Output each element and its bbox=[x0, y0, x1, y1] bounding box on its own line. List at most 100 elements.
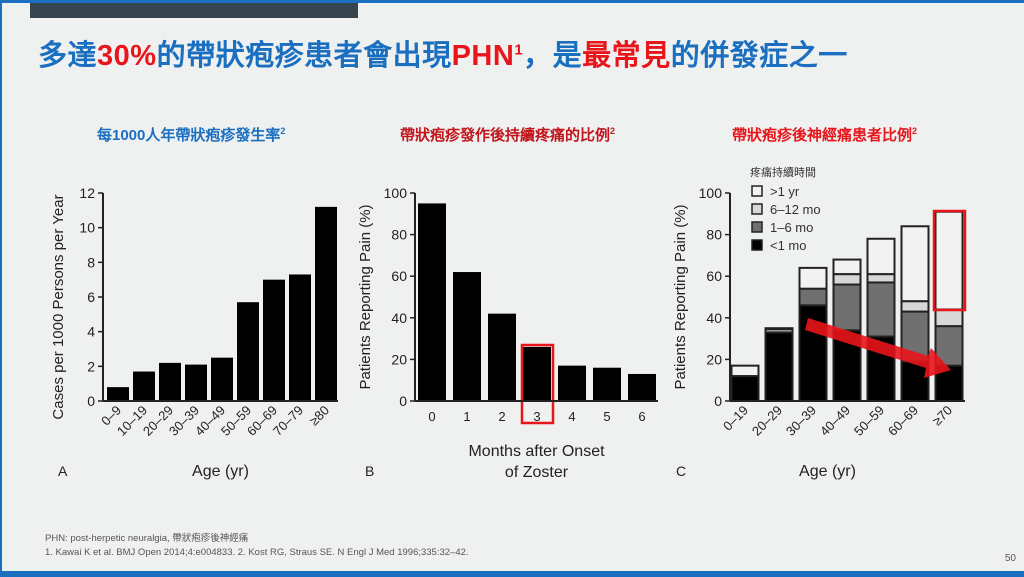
chart-c-bar-segment bbox=[764, 331, 794, 402]
chart-a-bar bbox=[263, 279, 285, 401]
chart-c-legend-swatch bbox=[751, 239, 763, 251]
chart-c-trend-arrow bbox=[805, 318, 951, 378]
chart-c-bar-segment bbox=[866, 281, 896, 338]
chart-a-y-tick-label: 6 bbox=[87, 289, 95, 305]
chart-c-y-tick-label: 60 bbox=[706, 268, 722, 284]
title-part: 的帶狀疱疹患者會出現 bbox=[156, 40, 452, 72]
chart-b-bar bbox=[593, 367, 621, 401]
chart-c-x-tick-label: 0–19 bbox=[720, 403, 751, 434]
chart-c-y-tick-label: 20 bbox=[706, 351, 722, 367]
chart-a-y-tick-label: 0 bbox=[87, 393, 95, 409]
slide-frame-bottom bbox=[0, 571, 1024, 577]
chart-b-bar bbox=[558, 365, 586, 401]
chart-c-y-tick-label: 100 bbox=[699, 185, 723, 201]
chart-b-x-tick-label: 4 bbox=[568, 409, 575, 424]
chart-b-y-tick-label: 80 bbox=[391, 227, 407, 243]
chart-b-x-tick-label: 2 bbox=[498, 409, 505, 424]
title-highlight: 30% bbox=[97, 40, 157, 72]
chart-c-x-tick-label: 40–49 bbox=[817, 403, 853, 439]
chart-c-bar-segment bbox=[832, 283, 862, 332]
chart-c-y-tick-label: 40 bbox=[706, 310, 722, 326]
header-bar bbox=[30, 3, 358, 18]
chart-a-bar bbox=[185, 364, 207, 401]
chart-a-y-tick-label: 10 bbox=[79, 220, 95, 236]
title-part: 多達 bbox=[38, 40, 98, 72]
chart-b-panel-letter: B bbox=[365, 463, 374, 479]
chart-b-x-tick-label: 5 bbox=[603, 409, 610, 424]
chart-c-subtitle: 帶狀疱疹後神經痛患者比例2 bbox=[732, 126, 918, 144]
chart-b-subtitle: 帶狀疱疹發作後持續疼痛的比例2 bbox=[400, 126, 616, 144]
title-highlight: PHN bbox=[451, 40, 515, 72]
chart-b-y-tick-label: 0 bbox=[399, 393, 407, 409]
chart-a-y-tick-label: 8 bbox=[87, 254, 95, 270]
chart-c-y-tick-label: 80 bbox=[706, 227, 722, 243]
footnote: PHN: post-herpetic neuralgia, 帶狀疱疹後神經痛 1.… bbox=[45, 532, 469, 560]
chart-b-y-tick-label: 100 bbox=[384, 185, 408, 201]
chart-c-bar-segment bbox=[730, 364, 760, 378]
chart-c-bar-segment bbox=[934, 210, 964, 311]
chart-c-x-tick-label: 50–59 bbox=[851, 403, 887, 439]
chart-c-legend-label: >1 yr bbox=[770, 184, 800, 199]
slide-title: 多達30%的帶狀疱疹患者會出現PHN1，是最常見的併發症之一 bbox=[38, 32, 848, 74]
chart-c-x-tick-label: ≥70 bbox=[929, 403, 955, 429]
chart-b-x-tick-label: 0 bbox=[428, 409, 435, 424]
chart-c-x-tick-label: 20–29 bbox=[749, 403, 785, 439]
title-highlight: 最常見 bbox=[582, 40, 671, 72]
title-superscript: 1 bbox=[514, 41, 524, 59]
chart-a-y-tick-label: 12 bbox=[79, 185, 95, 201]
chart-b-bar bbox=[628, 373, 656, 401]
chart-b-highlight-box bbox=[520, 343, 555, 425]
chart-c-legend-swatch bbox=[751, 203, 763, 215]
footnote-definition: PHN: post-herpetic neuralgia, 帶狀疱疹後神經痛 bbox=[45, 533, 249, 544]
chart-b-x-tick-label: 3 bbox=[533, 409, 540, 424]
chart-c-highlight-box bbox=[932, 209, 967, 312]
chart-b-x-axis-label-line2: of Zoster bbox=[505, 464, 569, 481]
chart-c-legend-label: 1–6 mo bbox=[770, 220, 813, 235]
chart-b-x-tick-label: 6 bbox=[638, 409, 645, 424]
chart-b-y-axis-label: Patients Reporting Pain (%) bbox=[357, 204, 374, 389]
chart-c-legend-label: 6–12 mo bbox=[770, 202, 821, 217]
chart-a-x-tick-label: 70–79 bbox=[270, 403, 306, 439]
chart-c-bar-segment bbox=[866, 273, 896, 284]
chart-a-y-tick-label: 4 bbox=[87, 324, 95, 340]
chart-a-bar bbox=[107, 387, 129, 401]
page-number: 50 bbox=[1004, 553, 1016, 564]
chart-c-bar-segment bbox=[832, 258, 862, 276]
title-part: 的併發症之一 bbox=[670, 40, 848, 72]
chart-b-bar bbox=[488, 313, 516, 401]
chart-c-bar-segment bbox=[900, 300, 930, 313]
chart-c-legend-title: 疼痛持續時間 bbox=[750, 165, 816, 179]
chart-c-legend-swatch bbox=[751, 185, 763, 197]
chart-c-bar-segment bbox=[934, 308, 964, 328]
chart-c-bar-segment bbox=[798, 266, 828, 290]
chart-a-x-tick-label: ≥80 bbox=[306, 403, 332, 429]
chart-a-bar bbox=[289, 274, 311, 401]
chart-b-y-tick-label: 60 bbox=[391, 268, 407, 284]
footnote-references: 1. Kawai K et al. BMJ Open 2014;4:e00483… bbox=[45, 547, 469, 558]
slide-frame-left bbox=[0, 0, 2, 577]
title-part: ，是 bbox=[523, 40, 583, 72]
chart-a-x-axis-label: Age (yr) bbox=[192, 463, 249, 480]
chart-a-y-axis-label: Cases per 1000 Persons per Year bbox=[50, 194, 67, 419]
chart-a-bar bbox=[211, 357, 233, 401]
chart-c-panel-letter: C bbox=[676, 463, 686, 479]
chart-a-bar bbox=[133, 371, 155, 401]
chart-b-x-axis-label: Months after Onset bbox=[468, 443, 605, 460]
chart-c-x-axis-label: Age (yr) bbox=[799, 463, 856, 480]
chart-c-legend-label: <1 mo bbox=[770, 238, 807, 253]
chart-b-bar bbox=[453, 272, 481, 401]
chart-b-bar bbox=[523, 346, 551, 401]
chart-c-bar-segment bbox=[900, 225, 930, 303]
chart-c-bar-segment bbox=[798, 287, 828, 307]
chart-a-bar bbox=[315, 206, 337, 401]
chart-c-bar-segment bbox=[832, 273, 862, 286]
chart-c-bar-segment bbox=[764, 327, 794, 331]
chart-c-legend-swatch bbox=[751, 221, 763, 233]
chart-a-bar bbox=[237, 302, 259, 401]
chart-c-x-tick-label: 30–39 bbox=[783, 403, 819, 439]
chart-a-subtitle: 每1000人年帶狀疱疹發生率2 bbox=[97, 126, 286, 144]
chart-c-y-axis-label: Patients Reporting Pain (%) bbox=[672, 204, 689, 389]
chart-a-bar bbox=[159, 362, 181, 401]
chart-a-panel-letter: A bbox=[58, 463, 68, 479]
